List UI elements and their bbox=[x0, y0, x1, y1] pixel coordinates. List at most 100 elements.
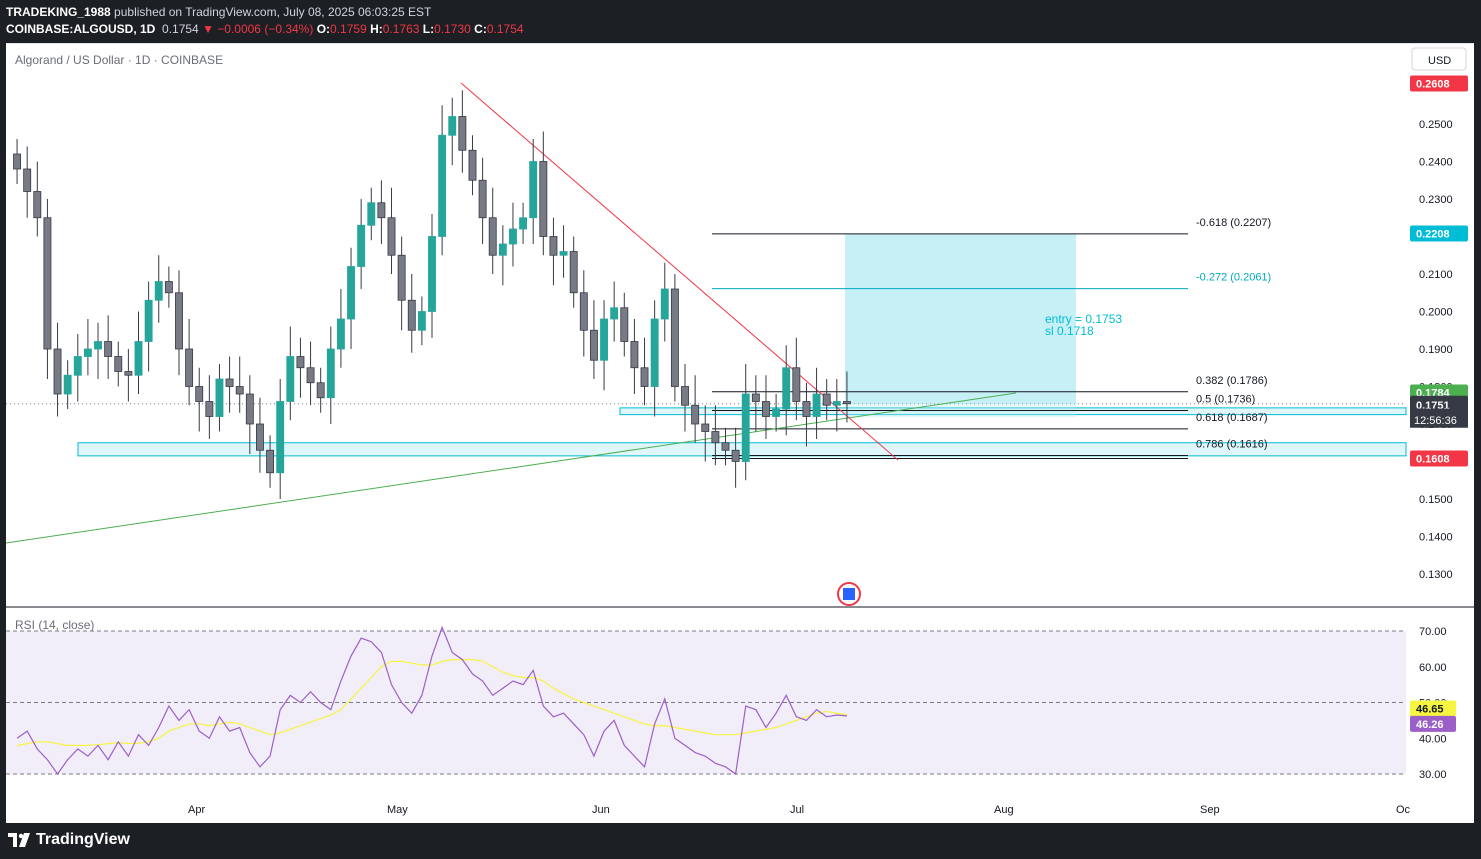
candle-body[interactable] bbox=[124, 371, 133, 376]
candle-body[interactable] bbox=[762, 401, 770, 417]
candle-body[interactable] bbox=[488, 217, 497, 256]
candle-body[interactable] bbox=[357, 224, 366, 267]
candle-body[interactable] bbox=[306, 367, 315, 384]
candle-body[interactable] bbox=[589, 329, 598, 361]
candle-body[interactable] bbox=[286, 356, 295, 402]
candle-body[interactable] bbox=[154, 281, 163, 301]
candle-body[interactable] bbox=[610, 307, 619, 320]
close-label: C: bbox=[474, 22, 487, 36]
candle-body[interactable] bbox=[539, 161, 548, 237]
candle-body[interactable] bbox=[347, 266, 355, 320]
ohlc-line: COINBASE:ALGOUSD, 1D 0.1754 ▼ −0.0006 (−… bbox=[6, 22, 524, 36]
candle-body[interactable] bbox=[448, 116, 457, 136]
time-axis-label: Aug bbox=[994, 804, 1014, 816]
candle-body[interactable] bbox=[701, 423, 710, 432]
candle-body[interactable] bbox=[721, 442, 730, 451]
candle-body[interactable] bbox=[296, 356, 305, 369]
candle-body[interactable] bbox=[245, 393, 254, 425]
fib-level-label: 0.382 (0.1786) bbox=[1196, 375, 1268, 387]
candle-body[interactable] bbox=[134, 341, 143, 376]
candle-body[interactable] bbox=[468, 149, 477, 181]
candle-body[interactable] bbox=[660, 288, 669, 320]
candle-body[interactable] bbox=[185, 348, 194, 387]
candle-body[interactable] bbox=[104, 341, 113, 357]
candle-body[interactable] bbox=[256, 423, 264, 451]
candle-body[interactable] bbox=[772, 408, 781, 417]
candle-body[interactable] bbox=[377, 202, 386, 219]
candle-body[interactable] bbox=[529, 161, 538, 219]
candle-body[interactable] bbox=[670, 288, 679, 387]
rsi-tick-label: 40.00 bbox=[1419, 733, 1447, 745]
trendline-support[interactable] bbox=[5, 392, 1017, 544]
candle-body[interactable] bbox=[509, 228, 517, 245]
candle-body[interactable] bbox=[367, 202, 376, 226]
candle-body[interactable] bbox=[205, 401, 214, 417]
candle-body[interactable] bbox=[407, 299, 416, 331]
candle-body[interactable] bbox=[438, 134, 447, 237]
candle-body[interactable] bbox=[478, 179, 487, 219]
close-value: 0.1754 bbox=[486, 22, 524, 36]
position-profit-zone[interactable] bbox=[845, 233, 1076, 405]
candle-body[interactable] bbox=[94, 341, 102, 350]
candle-body[interactable] bbox=[600, 318, 608, 361]
candle-body[interactable] bbox=[630, 341, 639, 369]
candle-body[interactable] bbox=[225, 378, 234, 387]
chart-area[interactable]: Algorand / US Dollar · 1D · COINBASE USD 0… bbox=[5, 43, 1474, 823]
candle-body[interactable] bbox=[195, 386, 204, 402]
candle-body[interactable] bbox=[569, 251, 578, 294]
tradingview-logo[interactable]: TradingView bbox=[8, 831, 130, 849]
candle-body[interactable] bbox=[397, 254, 406, 301]
candle-body[interactable] bbox=[751, 393, 760, 402]
candle-body[interactable] bbox=[73, 356, 82, 376]
candle-body[interactable] bbox=[731, 449, 740, 462]
candle-body[interactable] bbox=[387, 217, 396, 256]
candle-body[interactable] bbox=[144, 299, 153, 342]
candle-body[interactable] bbox=[43, 217, 52, 350]
candle-body[interactable] bbox=[549, 236, 558, 256]
candle-body[interactable] bbox=[33, 191, 42, 219]
candle-body[interactable] bbox=[266, 449, 275, 474]
candle-body[interactable] bbox=[650, 318, 659, 387]
candle-body[interactable] bbox=[711, 431, 720, 444]
candle-body[interactable] bbox=[164, 281, 173, 294]
candle-body[interactable] bbox=[741, 393, 750, 462]
rsi-tick-label: 60.00 bbox=[1419, 662, 1447, 674]
candle-body[interactable] bbox=[63, 374, 72, 395]
candle-body[interactable] bbox=[691, 404, 700, 425]
candle-body[interactable] bbox=[53, 348, 62, 395]
candle-body[interactable] bbox=[782, 367, 791, 410]
candle-body[interactable] bbox=[316, 382, 325, 399]
candle-body[interactable] bbox=[519, 217, 528, 230]
candle-body[interactable] bbox=[326, 348, 335, 399]
candle-body[interactable] bbox=[792, 367, 801, 402]
candle-body[interactable] bbox=[175, 292, 183, 350]
candle-body[interactable] bbox=[559, 251, 568, 256]
candle-body[interactable] bbox=[802, 401, 811, 417]
candle-body[interactable] bbox=[417, 311, 426, 331]
candle-body[interactable] bbox=[336, 318, 345, 350]
tradingview-wordmark: TradingView bbox=[36, 831, 130, 848]
candle-body[interactable] bbox=[13, 153, 22, 170]
candle-body[interactable] bbox=[428, 236, 436, 312]
candle-body[interactable] bbox=[276, 401, 285, 474]
candle-body[interactable] bbox=[23, 168, 32, 192]
candle-body[interactable] bbox=[640, 367, 649, 387]
candle-body[interactable] bbox=[458, 116, 467, 151]
candle-body[interactable] bbox=[812, 393, 821, 417]
price-change: ▼ −0.0006 (−0.34%) bbox=[202, 22, 314, 36]
candle-body[interactable] bbox=[235, 386, 244, 395]
candle-body[interactable] bbox=[842, 401, 851, 405]
candle-body[interactable] bbox=[681, 386, 689, 406]
candle-body[interactable] bbox=[579, 292, 588, 331]
candle-body[interactable] bbox=[114, 356, 123, 372]
author-name[interactable]: TRADEKING_1988 bbox=[6, 5, 111, 19]
candle-body[interactable] bbox=[620, 307, 629, 342]
currency-box[interactable] bbox=[1411, 47, 1467, 71]
candle-body[interactable] bbox=[832, 401, 841, 406]
candle-body[interactable] bbox=[822, 393, 831, 406]
candle-body[interactable] bbox=[498, 243, 507, 256]
support-zone[interactable] bbox=[619, 407, 1407, 416]
candle-body[interactable] bbox=[83, 348, 92, 357]
candle-body[interactable] bbox=[215, 378, 224, 417]
chart-svg[interactable]: Algorand / US Dollar · 1D · COINBASE USD 0… bbox=[5, 43, 1474, 823]
